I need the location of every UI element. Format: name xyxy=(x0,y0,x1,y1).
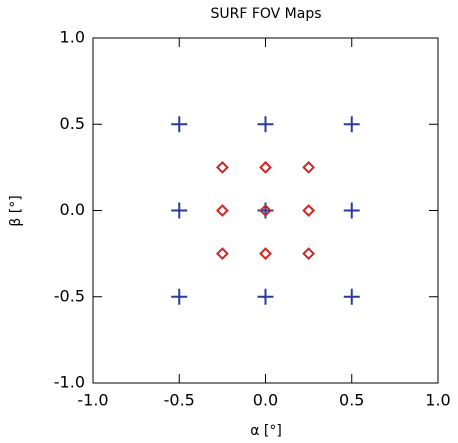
plus-marker xyxy=(257,116,274,133)
plus-marker xyxy=(343,202,360,219)
diamond-marker xyxy=(215,204,229,217)
x-tick-label: 0.5 xyxy=(339,391,364,410)
chart-title: SURF FOV Maps xyxy=(210,6,321,22)
diamond-marker xyxy=(302,204,316,217)
x-tick-label: 1.0 xyxy=(425,391,450,410)
plus-marker xyxy=(343,288,360,305)
diamond-marker xyxy=(302,160,316,174)
diamond-marker xyxy=(215,160,229,174)
x-tick-label: -1.0 xyxy=(77,391,108,410)
x-axis-label: α [°] xyxy=(250,423,282,439)
plus-marker xyxy=(257,288,274,305)
plus-marker xyxy=(343,116,360,133)
diamond-marker xyxy=(302,247,316,261)
x-tick-label: -0.5 xyxy=(164,391,195,410)
x-tick-label: 0.0 xyxy=(253,391,278,410)
diamond-marker xyxy=(215,247,229,261)
y-tick-label: -0.5 xyxy=(54,286,85,305)
y-tick-label: 0.0 xyxy=(60,200,85,219)
y-tick-label: 1.0 xyxy=(60,28,85,47)
plus-marker xyxy=(171,202,188,219)
y-tick-label: -1.0 xyxy=(54,373,85,392)
diamond-marker xyxy=(259,204,272,217)
y-tick-label: 0.5 xyxy=(60,114,85,133)
plus-marker xyxy=(171,288,188,305)
diamond-marker xyxy=(259,247,272,261)
y-axis-label: β [°] xyxy=(8,195,24,226)
plus-marker xyxy=(171,116,188,133)
diamond-marker xyxy=(259,160,272,174)
